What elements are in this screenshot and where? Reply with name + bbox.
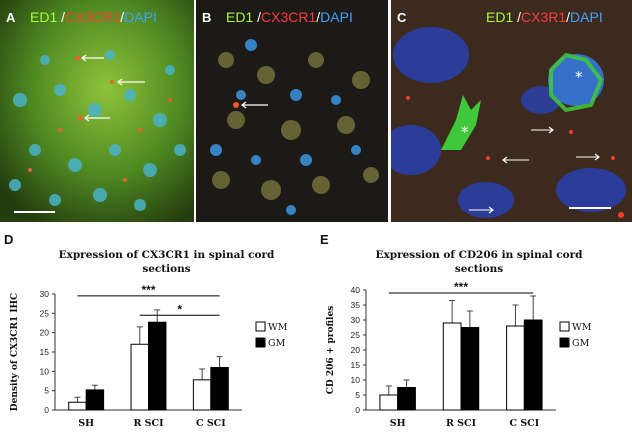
bar-gm [397, 387, 416, 411]
legend-swatch-wm [559, 321, 570, 332]
chart-panel-letter: E [320, 232, 329, 247]
stain-green-a: ED1 [30, 9, 58, 25]
stain-blue-b: DAPI [320, 9, 353, 25]
y-tick-label: 20 [351, 345, 361, 355]
y-tick-label: 30 [351, 315, 361, 325]
x-category-label: SH [390, 418, 406, 429]
bar-wm [442, 322, 462, 411]
significance-label: * [177, 302, 182, 316]
chart-d: D Expression of CX3CR1 in spinal cord sect… [4, 232, 288, 429]
chart-panel-letter: D [4, 232, 13, 247]
arrow-icon [81, 54, 145, 122]
legend-label-wm: WM [268, 322, 288, 333]
x-category-label: SH [78, 418, 94, 429]
y-tick-label: 35 [351, 300, 361, 310]
y-tick-label: 25 [40, 308, 50, 318]
y-tick-label: 25 [351, 330, 361, 340]
micrograph-panel-a: A ED1 /CX3CR1/DAPI [0, 0, 194, 222]
legend-label-wm: WM [572, 322, 592, 333]
asterisk-marker-2: * [575, 68, 583, 86]
micrograph-b-image [196, 0, 388, 222]
stain-blue-c: DAPI [570, 9, 603, 25]
stain-sep1-a: / [57, 9, 66, 25]
stain-red-b: CX3CR1 [261, 9, 317, 25]
legend-label-gm: GM [572, 338, 590, 349]
stain-sep1-c: / [513, 9, 522, 25]
panel-letter-b: B [202, 10, 212, 25]
x-category-label: R SCI [446, 418, 477, 429]
micrograph-a-image [0, 0, 194, 222]
stain-label-a: ED1 /CX3CR1/DAPI [30, 9, 157, 25]
arrow-icon [241, 101, 268, 109]
chart-e: E Expression of CD206 in spinal cord secti… [320, 232, 592, 429]
stain-sep1-b: / [253, 9, 262, 25]
x-category-label: R SCI [133, 418, 164, 429]
y-tick-label: 10 [40, 366, 50, 376]
legend-swatch-wm [255, 321, 266, 332]
bar-wm [379, 394, 399, 411]
chart-title-line: sections [455, 263, 503, 275]
chart-title-line: sections [142, 263, 190, 275]
bar-gm [460, 327, 480, 411]
stain-sep2-b: / [316, 9, 321, 25]
chart-title-line: Expression of CD206 in spinal cord [375, 249, 583, 261]
stain-green-b: ED1 [226, 9, 254, 25]
stain-red-a: CX3CR1 [65, 9, 121, 25]
asterisk-marker: * [461, 123, 469, 141]
y-axis-label: CD 206 + profiles [326, 306, 336, 395]
bar-gm [210, 366, 229, 411]
chart-legend: WM GM [255, 321, 288, 349]
significance-label: *** [141, 283, 155, 297]
y-tick-label: 30 [40, 289, 50, 299]
micrograph-panel-b: B ED1 /CX3CR1/DAPI [196, 0, 388, 222]
bar-gm [523, 319, 543, 411]
legend-swatch-gm [559, 337, 570, 348]
y-tick-label: 0 [355, 405, 360, 415]
y-tick-label: 40 [351, 285, 361, 295]
legend-label-gm: GM [268, 338, 286, 349]
stain-label-c: ED1 /CX3R1/DAPI [486, 9, 603, 25]
bar-wm [192, 379, 212, 411]
stain-sep2-a: / [120, 9, 125, 25]
bar-gm [148, 321, 167, 411]
stain-red-c: CX3R1 [521, 9, 567, 25]
chart-title-line: Expression of CX3CR1 in spinal cord [59, 249, 275, 261]
legend-swatch-gm [255, 337, 266, 348]
y-tick-label: 15 [351, 360, 361, 370]
y-tick-label: 15 [40, 347, 50, 357]
y-tick-label: 5 [44, 386, 49, 396]
panel-letter-a: A [6, 10, 16, 25]
stain-blue-a: DAPI [124, 9, 157, 25]
y-tick-label: 10 [351, 375, 361, 385]
bar-gm [85, 389, 105, 411]
y-tick-label: 20 [40, 328, 50, 338]
micrograph-panel-c: * * C ED1 /CX3R1/DAPI [391, 0, 632, 222]
arrow-icon [469, 126, 600, 214]
y-tick-label: 5 [355, 390, 360, 400]
stain-sep2-c: / [566, 9, 571, 25]
y-tick-label: 0 [44, 405, 49, 415]
bar-wm [130, 343, 149, 411]
bar-wm [506, 325, 525, 411]
x-category-label: C SCI [196, 418, 226, 429]
chart-legend: WM GM [559, 321, 592, 349]
bar-wm [68, 401, 87, 411]
micrograph-c-image: * * [391, 0, 632, 222]
significance-label: *** [454, 280, 468, 294]
panel-letter-c: C [397, 10, 407, 25]
stain-green-c: ED1 [486, 9, 514, 25]
x-category-label: C SCI [509, 418, 539, 429]
y-axis-label: Density of CX3CR1 IHC [10, 293, 20, 411]
stain-label-b: ED1 /CX3CR1/DAPI [226, 9, 353, 25]
